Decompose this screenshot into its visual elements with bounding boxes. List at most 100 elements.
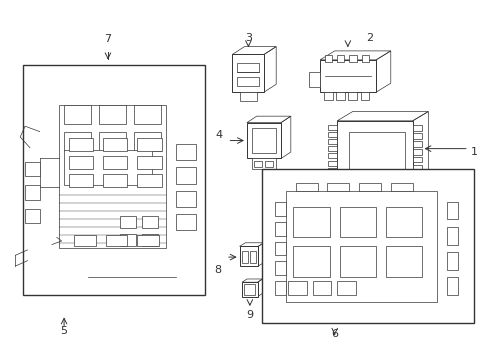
- Bar: [360, 92, 368, 100]
- Bar: [237, 63, 259, 72]
- Bar: [325, 55, 331, 62]
- Bar: [446, 277, 457, 295]
- Bar: [134, 132, 161, 151]
- Bar: [358, 183, 380, 191]
- Bar: [412, 173, 421, 178]
- Bar: [412, 165, 421, 170]
- Bar: [293, 207, 329, 237]
- Bar: [25, 162, 40, 176]
- Bar: [59, 105, 166, 248]
- Bar: [246, 123, 281, 158]
- Bar: [142, 216, 158, 228]
- Bar: [446, 252, 457, 270]
- Bar: [275, 281, 285, 295]
- Bar: [105, 235, 127, 246]
- Bar: [64, 105, 91, 125]
- Bar: [361, 55, 368, 62]
- Bar: [347, 92, 356, 100]
- Bar: [339, 246, 375, 277]
- Bar: [265, 161, 272, 167]
- Bar: [390, 183, 412, 191]
- Text: 7: 7: [104, 35, 111, 44]
- Bar: [103, 156, 127, 169]
- Bar: [328, 168, 336, 173]
- Bar: [336, 55, 344, 62]
- Bar: [275, 222, 285, 235]
- Bar: [25, 209, 40, 223]
- Bar: [412, 134, 421, 139]
- Bar: [385, 246, 422, 277]
- Bar: [249, 251, 255, 263]
- Bar: [335, 92, 344, 100]
- Bar: [261, 169, 473, 323]
- Bar: [103, 174, 127, 187]
- Bar: [348, 132, 405, 173]
- Bar: [239, 92, 256, 101]
- Bar: [312, 281, 330, 295]
- Bar: [244, 284, 255, 295]
- Bar: [22, 65, 205, 295]
- Bar: [251, 158, 276, 169]
- Bar: [328, 153, 336, 158]
- Bar: [324, 92, 332, 100]
- Bar: [242, 282, 257, 297]
- Bar: [103, 138, 127, 151]
- Bar: [412, 141, 421, 147]
- Bar: [275, 242, 285, 255]
- Bar: [288, 281, 306, 295]
- Bar: [336, 281, 355, 295]
- Bar: [285, 191, 436, 302]
- Bar: [239, 246, 258, 266]
- Bar: [275, 261, 285, 275]
- Text: 3: 3: [244, 33, 251, 43]
- Bar: [385, 207, 422, 237]
- Bar: [120, 234, 136, 246]
- Bar: [336, 121, 412, 184]
- Bar: [137, 174, 161, 187]
- Bar: [348, 55, 356, 62]
- Bar: [232, 54, 264, 92]
- Text: 1: 1: [470, 147, 477, 157]
- Bar: [412, 126, 421, 131]
- Bar: [64, 149, 152, 185]
- Bar: [328, 125, 336, 130]
- Text: 2: 2: [366, 33, 373, 43]
- Bar: [328, 139, 336, 144]
- Bar: [176, 214, 195, 230]
- Text: 8: 8: [214, 265, 221, 275]
- Bar: [25, 185, 40, 200]
- Bar: [331, 184, 417, 198]
- Bar: [176, 144, 195, 160]
- Bar: [328, 175, 336, 180]
- Text: 5: 5: [61, 326, 67, 336]
- Text: 4: 4: [215, 130, 222, 140]
- Bar: [293, 246, 329, 277]
- Bar: [295, 183, 317, 191]
- Text: 9: 9: [246, 310, 253, 320]
- Bar: [339, 207, 375, 237]
- Bar: [176, 167, 195, 184]
- Bar: [446, 202, 457, 220]
- Bar: [64, 132, 91, 151]
- Bar: [320, 60, 375, 92]
- Bar: [328, 146, 336, 151]
- Text: 6: 6: [330, 329, 338, 338]
- Bar: [328, 132, 336, 137]
- Bar: [69, 138, 93, 151]
- Bar: [69, 156, 93, 169]
- Bar: [137, 235, 159, 246]
- Bar: [327, 183, 348, 191]
- Bar: [74, 235, 96, 246]
- Bar: [328, 161, 336, 166]
- Bar: [142, 234, 158, 246]
- Bar: [134, 105, 161, 125]
- Bar: [69, 174, 93, 187]
- Bar: [251, 128, 276, 153]
- Bar: [242, 251, 247, 263]
- Bar: [137, 138, 161, 151]
- Bar: [309, 72, 320, 87]
- Bar: [446, 226, 457, 244]
- Bar: [120, 216, 136, 228]
- Bar: [99, 132, 126, 151]
- Bar: [237, 77, 259, 86]
